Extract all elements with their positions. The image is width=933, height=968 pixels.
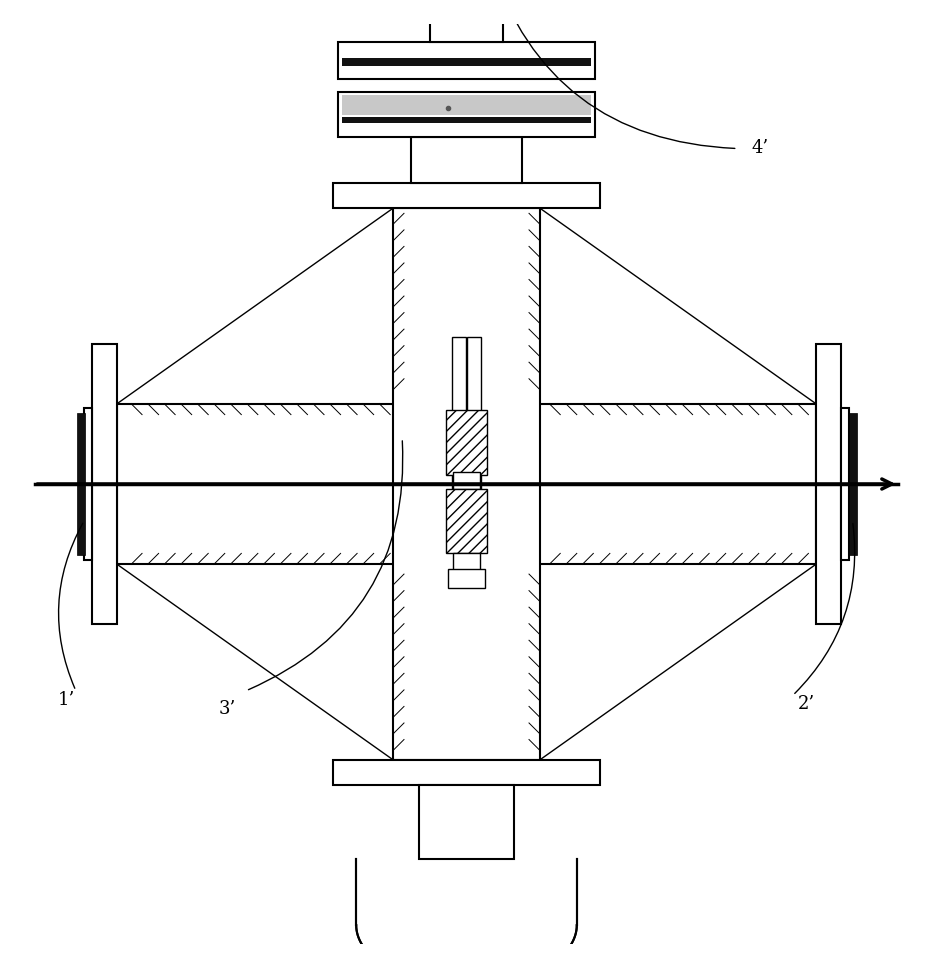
FancyArrowPatch shape [248, 440, 403, 689]
Bar [446, 410, 487, 475]
Bar [411, 136, 522, 183]
Text: 3’: 3’ [218, 700, 236, 718]
Bar [333, 183, 600, 208]
Bar [453, 337, 466, 529]
Bar [448, 569, 485, 588]
Bar [849, 412, 857, 556]
Bar [453, 553, 480, 571]
Bar [342, 117, 591, 123]
Text: 2’: 2’ [798, 695, 815, 713]
Bar [342, 58, 591, 66]
Bar [419, 785, 514, 859]
Bar [815, 344, 842, 624]
Bar [466, 337, 480, 529]
Bar [342, 95, 591, 114]
Bar [453, 472, 480, 489]
Bar [118, 404, 815, 564]
Bar [393, 208, 540, 760]
Bar [842, 408, 849, 560]
Bar [77, 412, 85, 556]
FancyArrowPatch shape [491, 0, 735, 148]
Bar [84, 408, 91, 560]
Polygon shape [356, 925, 577, 968]
Bar [333, 760, 600, 785]
Bar [338, 953, 595, 968]
Bar [338, 93, 595, 136]
Text: 1’: 1’ [58, 690, 75, 709]
Text: 4’: 4’ [751, 139, 769, 157]
Bar [430, 0, 503, 42]
Bar [91, 344, 118, 624]
Bar [356, 859, 577, 925]
Bar [338, 42, 595, 78]
Bar [342, 964, 591, 968]
Bar [446, 489, 487, 553]
